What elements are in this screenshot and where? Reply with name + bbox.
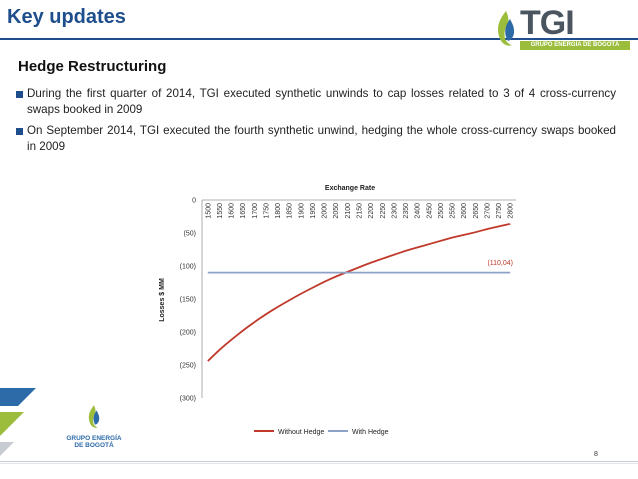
y-axis-label: Losses $ MM [159,278,166,322]
x-tick-label: 2000 [322,203,329,219]
exchange-rate-chart: Exchange Rate Losses $ MM 0 (50) (100) (150… [159,185,516,436]
y-tick-label: 0 [192,198,196,205]
flame-icon [498,11,515,46]
x-tick-label: 2400 [415,203,422,219]
series-line-without-hedge [207,222,511,362]
x-tick-label: 1950 [310,203,317,219]
footer-divider [0,461,638,462]
x-tick-label: 1650 [240,203,247,219]
x-tick-label: 2450 [426,203,433,219]
footer-logo-line1: GRUPO ENERGÍA [66,435,122,442]
tgi-logo: TGI GRUPO ENERGÍA DE BOGOTÁ [494,4,632,51]
x-tick-label: 2700 [484,203,491,219]
logo-wordmark: TGI [520,4,575,42]
bullet-item: On September 2014, TGI executed the four… [16,123,616,155]
bullet-text: On September 2014, TGI executed the four… [27,124,616,153]
x-tick-label: 1700 [252,203,259,219]
legend-label-with-hedge: With Hedge [352,429,389,436]
x-tick-label: 1600 [229,203,236,219]
x-tick-label: 2650 [473,203,480,219]
footer-divider-secondary [0,463,638,464]
hedge-annotation: (110,04) [487,260,513,267]
x-tick-label: 2100 [345,203,352,219]
x-tick-label: 2200 [368,203,375,219]
x-tick-label: 2500 [438,203,445,219]
section-subtitle: Hedge Restructuring [18,58,167,75]
footer-logo: GRUPO ENERGÍA DE BOGOTÁ [64,404,124,449]
x-tick-label: 2600 [461,203,468,219]
y-tick-label: (250) [180,363,196,370]
x-tick-label: 1850 [287,203,294,219]
corner-decoration [0,388,36,456]
bullet-marker [16,128,23,135]
slide-title: Key updates [7,6,126,28]
x-tick-label: 1550 [217,203,224,219]
x-tick-label: 1800 [275,203,282,219]
x-tick-label: 2800 [508,203,515,219]
chart-title: Exchange Rate [325,185,375,192]
x-tick-label: 1750 [263,203,270,219]
x-tick-label: 2350 [403,203,410,219]
x-tick-label: 1900 [298,203,305,219]
x-tick-label: 2150 [357,203,364,219]
bullet-marker [16,91,23,98]
plot-area: 0 (50) (100) (150) (200) (250) (300) 1500 1550 16… [180,198,516,403]
footer-logo-line2: DE BOGOTÁ [74,442,114,449]
y-tick-label: (200) [180,330,196,337]
bullet-text: During the first quarter of 2014, TGI ex… [27,87,616,116]
y-tick-label: (300) [180,396,196,403]
header-divider [0,38,638,40]
legend-label-without-hedge: Without Hedge [278,429,324,436]
flame-icon [88,405,100,428]
x-tick-label: 2250 [380,203,387,219]
y-tick-label: (150) [180,297,196,304]
page-number: 8 [594,451,598,458]
bullet-item: During the first quarter of 2014, TGI ex… [16,86,616,118]
x-tick-label: 1500 [205,203,212,219]
x-tick-label: 2300 [391,203,398,219]
y-tick-label: (50) [184,231,196,238]
x-tick-label: 2750 [496,203,503,219]
x-tick-label: 2050 [333,203,340,219]
logo-tagline: GRUPO ENERGÍA DE BOGOTÁ [520,41,630,50]
x-tick-label: 2550 [450,203,457,219]
y-tick-label: (100) [180,264,196,271]
